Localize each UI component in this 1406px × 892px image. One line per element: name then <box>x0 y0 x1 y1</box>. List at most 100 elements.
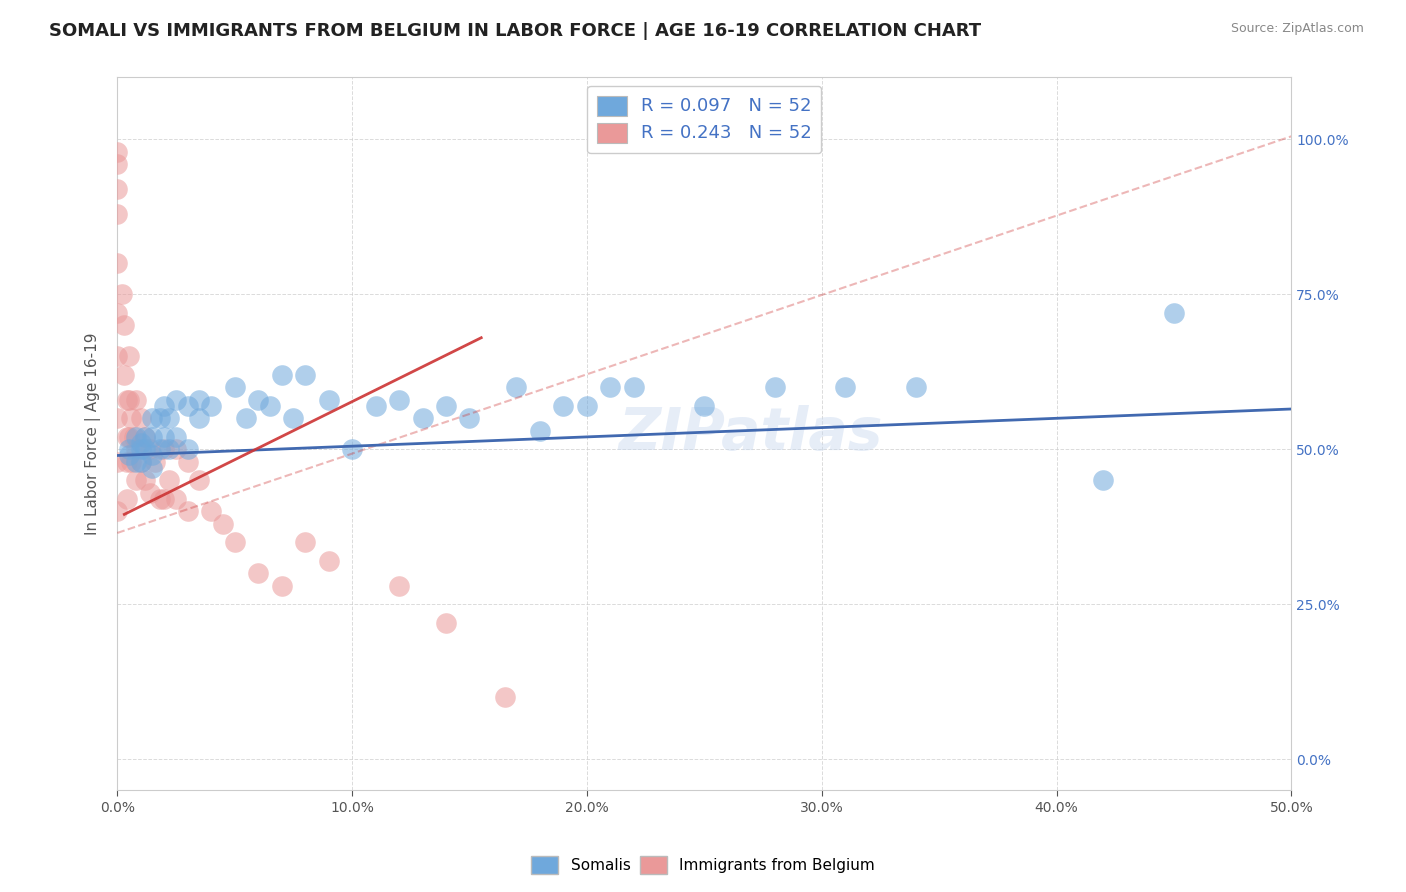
Point <box>529 424 551 438</box>
Point <box>177 399 200 413</box>
Point <box>105 256 128 270</box>
Point <box>177 455 200 469</box>
Point <box>157 411 180 425</box>
Point <box>434 615 457 630</box>
Point <box>105 145 128 159</box>
Point <box>157 473 180 487</box>
Point <box>141 430 163 444</box>
Point <box>118 430 141 444</box>
Point <box>270 579 292 593</box>
Point <box>105 411 128 425</box>
Point <box>1092 473 1115 487</box>
Point <box>188 392 211 407</box>
Point <box>105 306 128 320</box>
Point <box>129 411 152 425</box>
Point <box>105 207 128 221</box>
Point <box>247 566 270 581</box>
Point <box>141 411 163 425</box>
Point <box>494 690 516 705</box>
Point <box>200 504 222 518</box>
Point <box>125 442 148 457</box>
Point <box>125 392 148 407</box>
Point <box>115 455 138 469</box>
Point <box>105 157 128 171</box>
Point <box>364 399 387 413</box>
Point <box>105 455 128 469</box>
Point <box>129 436 152 450</box>
Point <box>165 392 187 407</box>
Point <box>148 491 170 506</box>
Point <box>153 399 176 413</box>
Point <box>283 411 305 425</box>
Point <box>143 455 166 469</box>
Point <box>139 485 162 500</box>
Point <box>141 449 163 463</box>
Point <box>115 491 138 506</box>
Point <box>575 399 598 413</box>
Point <box>763 380 786 394</box>
Point <box>599 380 621 394</box>
Point <box>139 442 162 457</box>
Point <box>125 455 148 469</box>
Point <box>188 411 211 425</box>
Point <box>200 399 222 413</box>
Point <box>434 399 457 413</box>
Point <box>553 399 575 413</box>
Point <box>224 535 246 549</box>
Point <box>212 516 235 531</box>
Point <box>294 535 316 549</box>
Point <box>120 411 142 425</box>
Point <box>118 349 141 363</box>
Point <box>318 554 340 568</box>
Y-axis label: In Labor Force | Age 16-19: In Labor Force | Age 16-19 <box>86 333 101 535</box>
Point <box>134 430 156 444</box>
Point <box>105 504 128 518</box>
Point <box>270 368 292 382</box>
Point <box>105 182 128 196</box>
Point <box>693 399 716 413</box>
Point <box>120 455 142 469</box>
Point <box>134 442 156 457</box>
Point <box>188 473 211 487</box>
Legend: Somalis, Immigrants from Belgium: Somalis, Immigrants from Belgium <box>524 850 882 880</box>
Point <box>105 349 128 363</box>
Point <box>148 411 170 425</box>
Point <box>1163 306 1185 320</box>
Point <box>112 318 135 333</box>
Point <box>834 380 856 394</box>
Point <box>153 430 176 444</box>
Point <box>129 455 152 469</box>
Point <box>458 411 481 425</box>
Point <box>115 392 138 407</box>
Point <box>129 442 152 457</box>
Point <box>153 491 176 506</box>
Point <box>122 430 145 444</box>
Text: ZIPatlas: ZIPatlas <box>619 405 883 462</box>
Point <box>247 392 270 407</box>
Point <box>115 430 138 444</box>
Point <box>148 442 170 457</box>
Point <box>165 491 187 506</box>
Point <box>165 430 187 444</box>
Point <box>125 473 148 487</box>
Point <box>141 461 163 475</box>
Point <box>129 455 152 469</box>
Point <box>318 392 340 407</box>
Point <box>153 442 176 457</box>
Point <box>165 442 187 457</box>
Point <box>177 504 200 518</box>
Point <box>134 473 156 487</box>
Point <box>388 392 411 407</box>
Point <box>177 442 200 457</box>
Point <box>157 442 180 457</box>
Point <box>118 392 141 407</box>
Point <box>224 380 246 394</box>
Point <box>118 442 141 457</box>
Legend: R = 0.097   N = 52, R = 0.243   N = 52: R = 0.097 N = 52, R = 0.243 N = 52 <box>588 86 821 153</box>
Point <box>294 368 316 382</box>
Point <box>111 287 134 301</box>
Point <box>623 380 645 394</box>
Point <box>134 430 156 444</box>
Point <box>125 430 148 444</box>
Point <box>259 399 281 413</box>
